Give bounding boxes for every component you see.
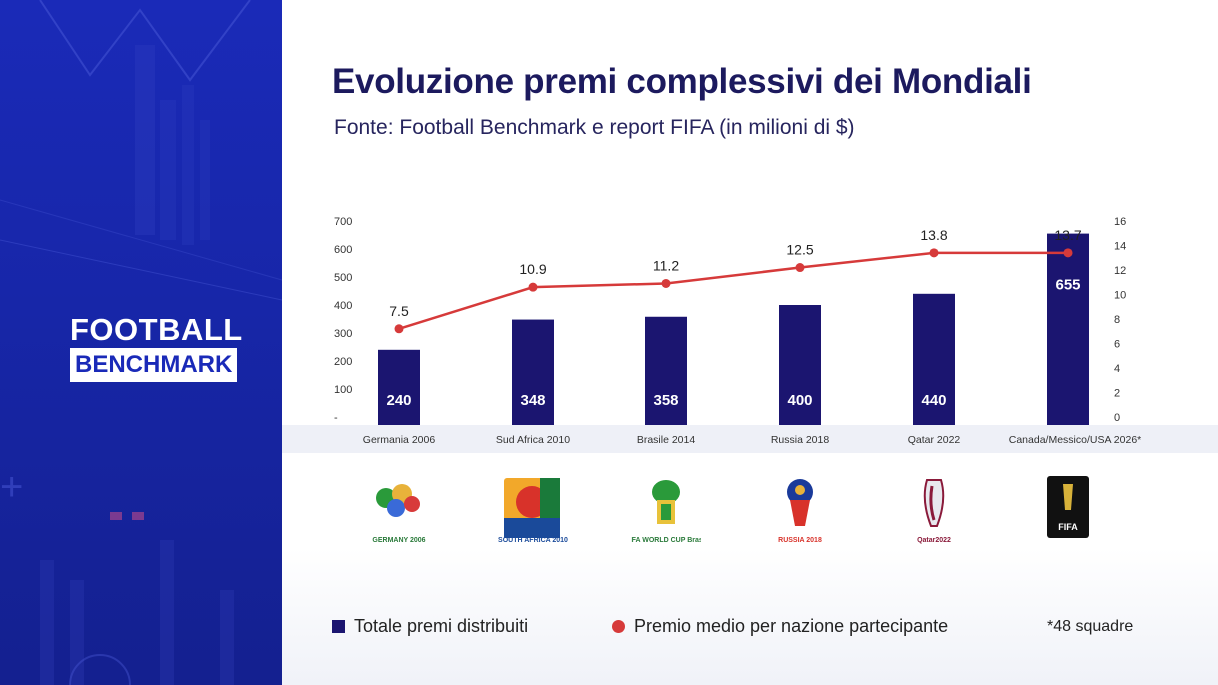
- germany-2006-logo: GERMANY 2006: [364, 470, 434, 550]
- category-label: Canada/Messico/USA 2026*: [1009, 434, 1142, 446]
- legend-item-bars: Totale premi distribuiti: [332, 616, 528, 637]
- category-label: Qatar 2022: [908, 434, 961, 446]
- line-value-label: 7.5: [389, 303, 409, 319]
- left-branding-panel: + FOOTBALL BENCHMARK: [0, 0, 282, 685]
- tournament-logos: GERMANY 2006 SOUTH AFRICA 2010 FIFA WORLD …: [282, 470, 1218, 560]
- right-tick-label: 2: [1114, 388, 1120, 400]
- left-tick-label: 600: [334, 244, 352, 256]
- left-tick-label: -: [334, 412, 338, 424]
- right-tick-label: 8: [1114, 314, 1120, 326]
- bar: [378, 349, 420, 425]
- left-tick-label: 700: [334, 216, 352, 228]
- bars: 240 348 358 400 440 655: [378, 233, 1089, 425]
- qatar-2022-logo: Qatar2022: [899, 470, 969, 550]
- line-point: [929, 248, 939, 258]
- logo-caption: FIFA WORLD CUP Brasil: [631, 537, 701, 544]
- legend-bar-swatch: [332, 620, 345, 633]
- line-value-label: 10.9: [519, 261, 546, 277]
- bar-value-label: 440: [921, 392, 946, 409]
- svg-text:+: +: [0, 465, 23, 509]
- category-label: Sud Africa 2010: [496, 434, 570, 446]
- brand-line1: FOOTBALL: [70, 312, 243, 347]
- footnote: *48 squadre: [1047, 618, 1134, 635]
- football-benchmark-logo: FOOTBALL BENCHMARK: [70, 313, 270, 382]
- category-label: Brasile 2014: [637, 434, 696, 446]
- line-point: [394, 324, 404, 334]
- legend: Totale premi distribuiti Premio medio pe…: [332, 616, 1192, 644]
- category-label: Germania 2006: [363, 434, 436, 446]
- right-tick-label: 16: [1114, 216, 1126, 228]
- line-point: [528, 282, 538, 292]
- category-band: [282, 425, 1218, 453]
- line-value-label: 13.8: [920, 227, 947, 243]
- right-tick-label: 14: [1114, 241, 1126, 253]
- average-prize-line: 7.5 10.9 11.2 12.5 13.8 13.7: [389, 227, 1082, 334]
- prize-chart: - 100 200 300 400 500 600 700 0 2 4 6 8 10 12 14 16 240…: [282, 216, 1218, 453]
- bar: [645, 316, 687, 425]
- line-value-label: 12.5: [786, 242, 813, 258]
- line-point: [795, 263, 805, 273]
- south-africa-2010-logo: SOUTH AFRICA 2010: [498, 470, 568, 550]
- bar-value-label: 655: [1055, 277, 1080, 294]
- left-tick-label: 300: [334, 328, 352, 340]
- legend-line-swatch: [612, 620, 625, 633]
- russia-2018-logo: RUSSIA 2018: [765, 470, 835, 550]
- brand-line2: BENCHMARK: [70, 348, 238, 382]
- left-axis: - 100 200 300 400 500 600 700: [334, 216, 352, 424]
- left-tick-label: 200: [334, 356, 352, 368]
- left-tick-label: 400: [334, 300, 352, 312]
- legend-item-line: Premio medio per nazione partecipante: [612, 616, 948, 637]
- bar-value-label: 348: [520, 392, 545, 409]
- fifa-2026-logo: FIFA: [1033, 470, 1103, 550]
- left-tick-label: 100: [334, 384, 352, 396]
- chart-subtitle: Fonte: Football Benchmark e report FIFA …: [334, 116, 855, 139]
- bar: [779, 305, 821, 425]
- legend-line-label: Premio medio per nazione partecipante: [634, 616, 949, 636]
- bar-value-label: 400: [787, 392, 812, 409]
- bar-value-label: 358: [653, 392, 678, 409]
- bar: [1047, 233, 1089, 425]
- logo-caption: SOUTH AFRICA 2010: [498, 537, 568, 544]
- brazil-2014-logo: FIFA WORLD CUP Brasil: [631, 470, 701, 550]
- line-value-label: 11.2: [653, 257, 679, 273]
- line-point: [661, 278, 671, 288]
- logo-caption: Qatar2022: [917, 537, 951, 544]
- bar-value-label: 240: [386, 392, 411, 409]
- logo-caption: RUSSIA 2018: [778, 537, 822, 544]
- logo-caption: GERMANY 2006: [372, 537, 425, 544]
- right-tick-label: 0: [1114, 412, 1120, 424]
- line-path: [398, 251, 1068, 330]
- right-axis: 0 2 4 6 8 10 12 14 16: [1114, 216, 1126, 424]
- right-tick-label: 6: [1114, 339, 1120, 351]
- category-label: Russia 2018: [771, 434, 830, 446]
- legend-bar-label: Totale premi distribuiti: [354, 616, 529, 636]
- chart-title: Evoluzione premi complessivi dei Mondial…: [332, 62, 1032, 101]
- chart-content: Evoluzione premi complessivi dei Mondial…: [282, 0, 1218, 685]
- left-tick-label: 500: [334, 272, 352, 284]
- right-tick-label: 12: [1114, 265, 1126, 277]
- logo-caption: FIFA: [1058, 522, 1078, 532]
- background-decoration: +: [0, 0, 282, 685]
- right-tick-label: 4: [1114, 363, 1120, 375]
- bar: [512, 319, 554, 425]
- category-labels: Germania 2006 Sud Africa 2010 Brasile 2014…: [363, 434, 1141, 446]
- right-tick-label: 10: [1114, 290, 1126, 302]
- bar: [913, 293, 955, 425]
- line-point: [1063, 248, 1073, 258]
- line-value-label: 13.7: [1054, 227, 1081, 243]
